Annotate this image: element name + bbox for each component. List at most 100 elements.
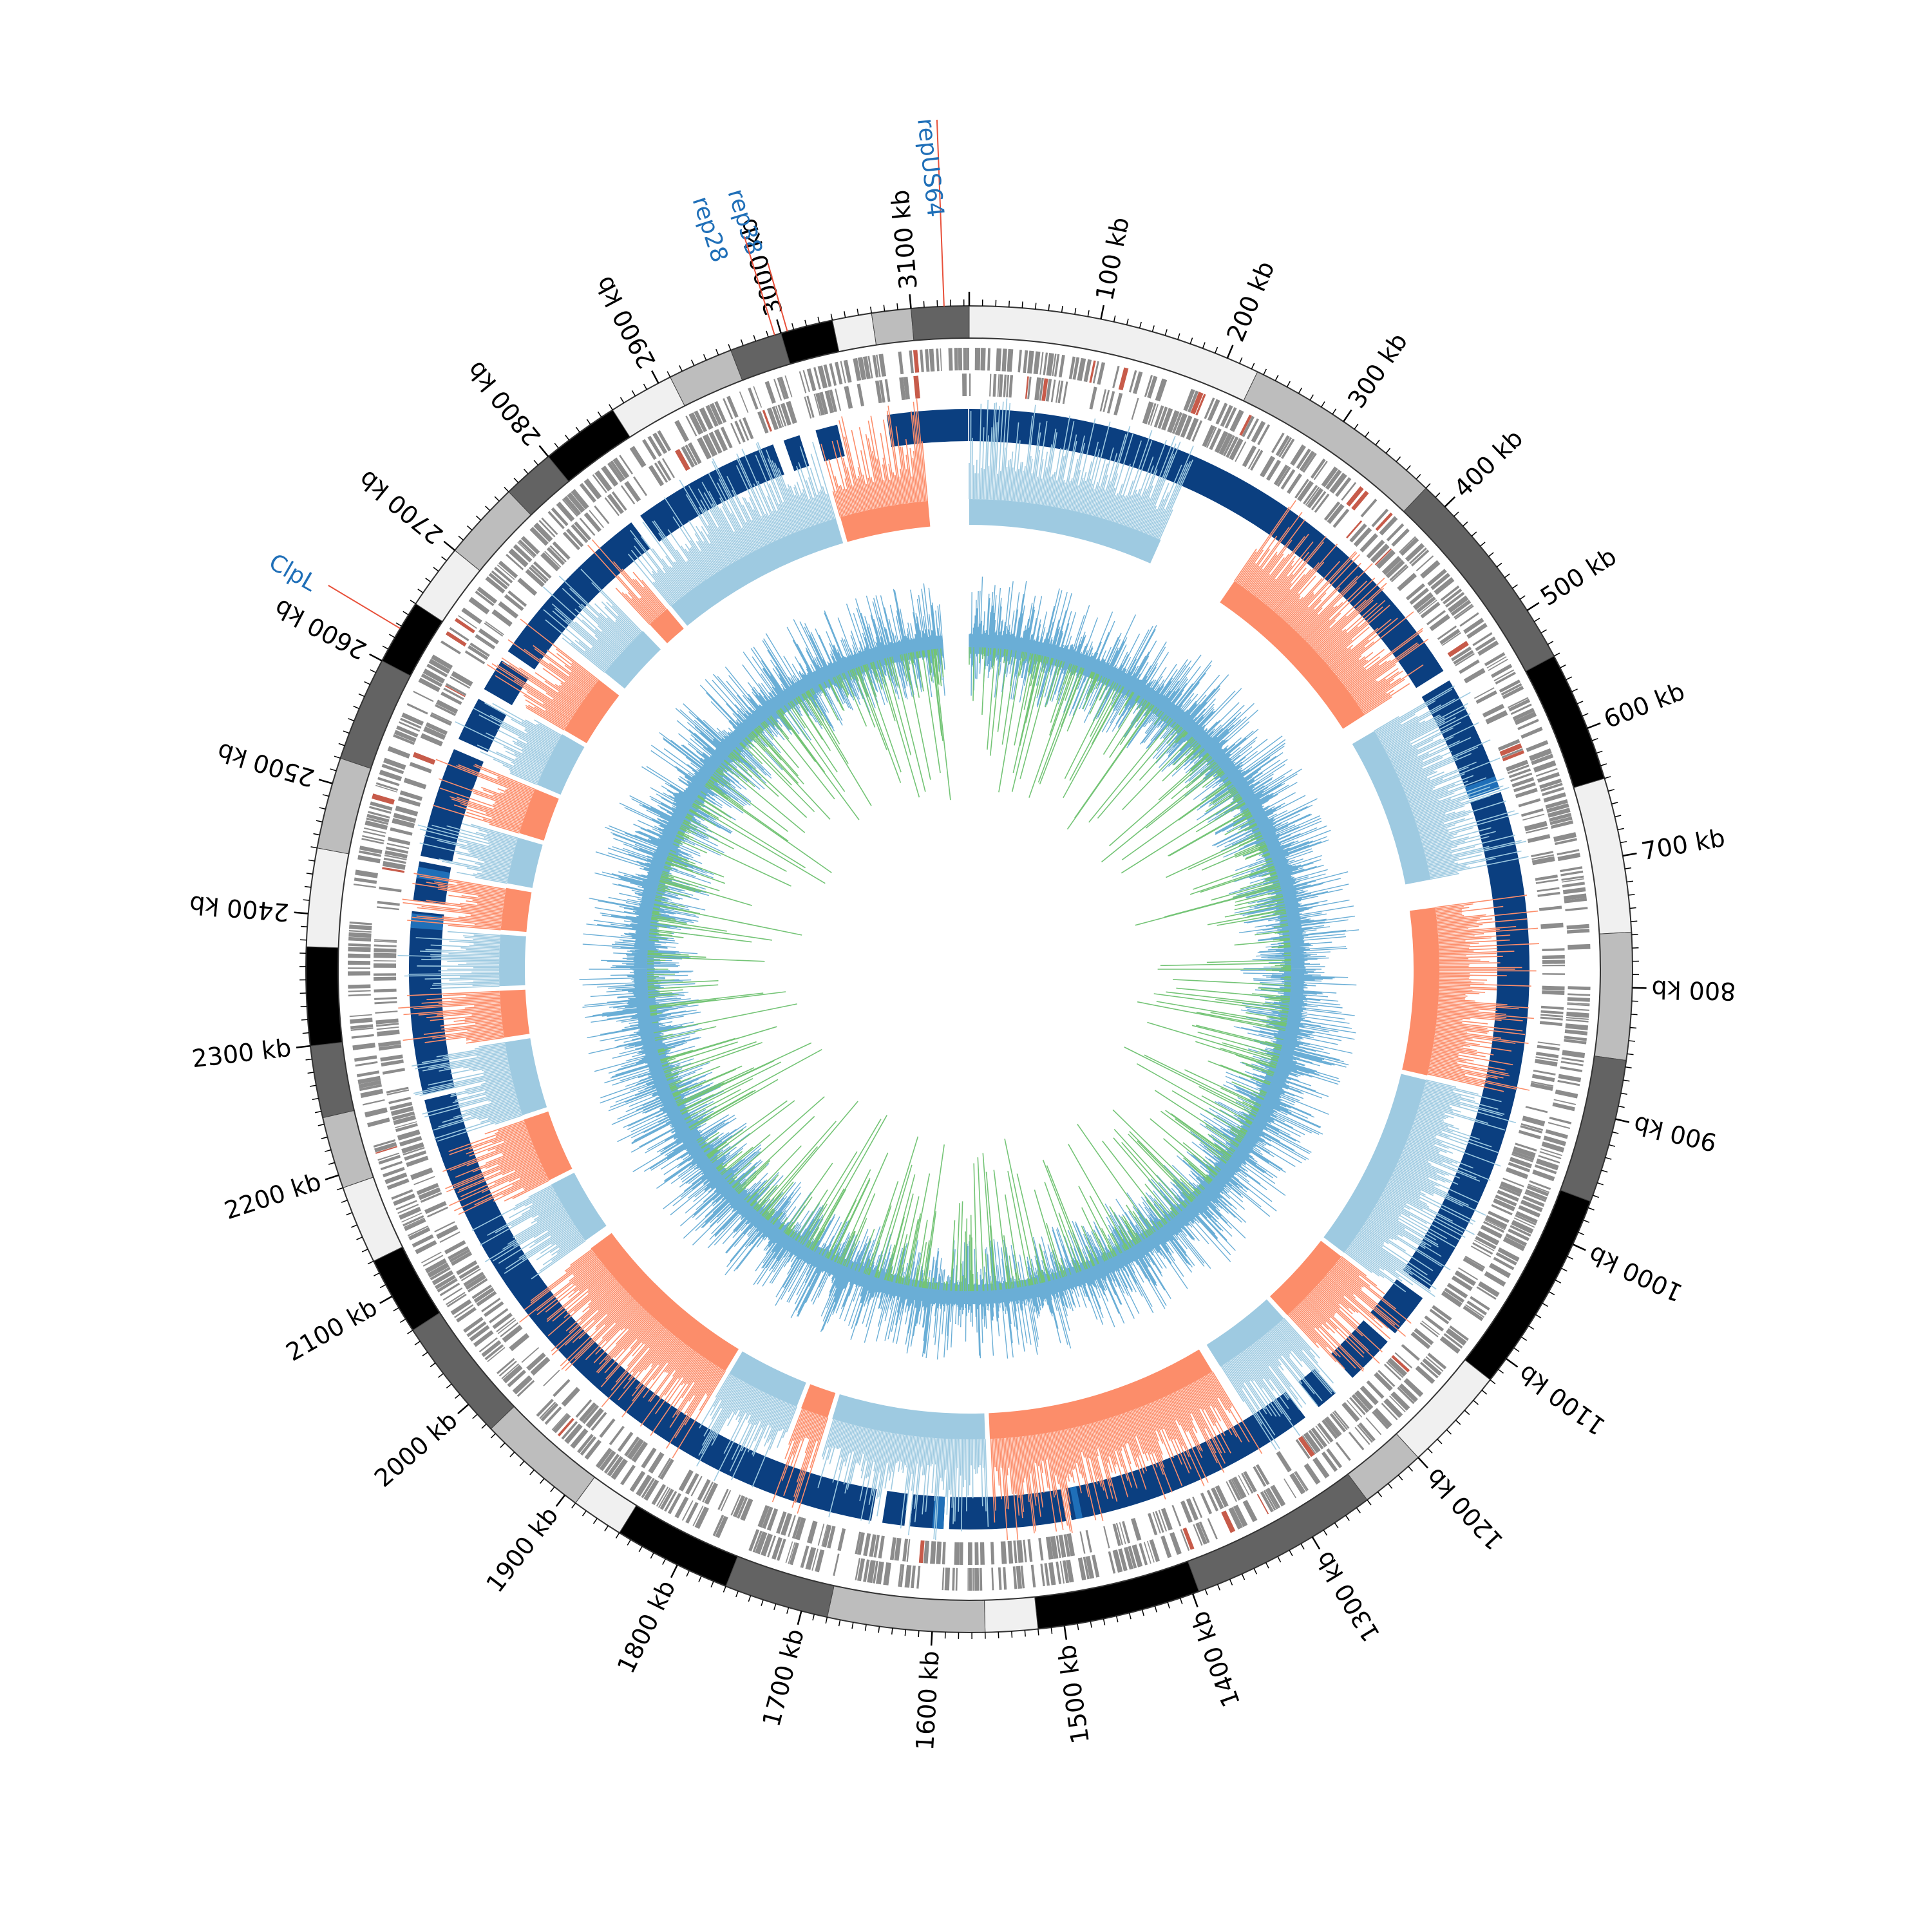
gene-feature (446, 1292, 466, 1305)
gene-feature (463, 1271, 484, 1287)
skew-positive-bars (1374, 685, 1529, 880)
gene-feature (436, 1224, 459, 1240)
gene-feature (1375, 512, 1393, 531)
gene-feature (1561, 875, 1584, 881)
gene-feature (1118, 1548, 1128, 1571)
skew-positive-bars (969, 398, 1194, 540)
gene-feature (813, 367, 821, 390)
tick-mark (670, 1564, 678, 1578)
gene-feature (980, 348, 986, 371)
gene-feature (1186, 1498, 1199, 1521)
gene-feature (1510, 1225, 1531, 1237)
gene-feature (1526, 826, 1548, 834)
tick-mark (1617, 828, 1624, 831)
gene-feature (1359, 533, 1379, 553)
tick-label: 800 kb (1651, 975, 1736, 1006)
gene-feature (1419, 1322, 1439, 1338)
gene-feature (989, 374, 992, 397)
skew-positive-band (499, 934, 526, 987)
gene-feature (969, 1567, 972, 1591)
gene-feature (529, 526, 549, 546)
label-leader-line (767, 263, 788, 332)
gene-feature (967, 348, 969, 371)
gene-feature (1280, 469, 1296, 490)
gene-feature (1562, 882, 1585, 888)
gene-feature (563, 496, 582, 516)
tick-mark (1128, 1613, 1132, 1620)
gene-feature (1429, 614, 1450, 631)
tick-label: 2000 kb (369, 1406, 463, 1493)
tick-mark (1164, 329, 1168, 336)
gene-feature (365, 820, 388, 830)
gene-feature (370, 801, 393, 811)
gene-feature (477, 586, 498, 604)
gene-feature (1506, 759, 1529, 772)
gene-feature (1517, 719, 1539, 730)
gene-feature (1044, 1563, 1050, 1586)
gene-feature (551, 507, 569, 526)
tick-mark (686, 1570, 690, 1577)
gene-feature (1464, 1255, 1486, 1269)
gene-feature (1546, 803, 1569, 813)
tick-mark (1396, 456, 1401, 462)
gene-feature (862, 356, 871, 379)
label-leader-line (743, 236, 775, 336)
gene-feature (390, 1106, 414, 1116)
gene-feature (431, 1270, 454, 1285)
gene-feature (484, 1344, 504, 1361)
contig-segment (670, 350, 743, 406)
gene-feature (424, 1201, 447, 1215)
gene-feature (406, 1155, 429, 1168)
tick-label: 200 kb (1221, 257, 1280, 346)
tick-mark (410, 600, 416, 605)
synteny-block (1421, 680, 1499, 797)
gene-feature (1535, 768, 1558, 777)
gene-feature (501, 1363, 520, 1379)
gene-feature (540, 552, 560, 572)
tick-mark (1387, 1483, 1393, 1489)
gene-feature (427, 1262, 450, 1278)
gene-feature (517, 578, 538, 596)
tick-mark (710, 1581, 714, 1587)
gene-feature (1527, 834, 1551, 843)
tick-mark (1298, 387, 1303, 394)
gene-feature (1131, 397, 1139, 420)
gene-feature (1023, 350, 1028, 374)
gene-feature (362, 835, 384, 842)
gene-feature (641, 1447, 657, 1469)
tick-mark (679, 365, 683, 372)
gene-feature (374, 1142, 397, 1153)
gene-feature (431, 654, 453, 670)
skew-positive-band (507, 837, 543, 888)
gene-feature (1256, 1493, 1269, 1515)
skew-positive-bars (817, 1419, 989, 1540)
gene-feature (1092, 361, 1099, 384)
gene-feature (594, 470, 612, 492)
tick-mark (1367, 1499, 1372, 1506)
gene-feature (502, 1365, 523, 1384)
tick-mark (1021, 301, 1023, 308)
gene-feature (1349, 1397, 1366, 1416)
tick-mark (328, 1162, 335, 1165)
gene-feature (1157, 406, 1168, 429)
gene-feature (454, 1304, 474, 1318)
gene-feature (373, 1139, 396, 1148)
tick-mark (638, 1546, 643, 1553)
tick-mark (414, 1341, 421, 1346)
tick-mark (1397, 1475, 1403, 1481)
gene-feature (388, 1097, 412, 1104)
gene-feature (1564, 1036, 1587, 1041)
gene-feature (1302, 453, 1317, 473)
skew-positive-band (832, 1394, 985, 1439)
gene-feature (1128, 370, 1137, 393)
tick-mark (296, 1045, 311, 1048)
tick-mark (325, 1174, 339, 1180)
gene-feature (367, 1117, 390, 1128)
gene-feature (475, 634, 496, 649)
gene-feature (508, 548, 529, 567)
gene-feature (1155, 378, 1168, 402)
gene-feature (1006, 374, 1010, 398)
gene-feature (1298, 1435, 1315, 1457)
gene-feature (348, 953, 371, 958)
